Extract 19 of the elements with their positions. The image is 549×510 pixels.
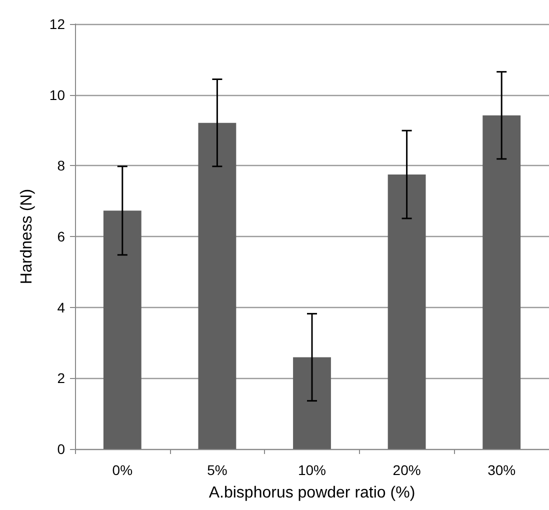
y-tick-label: 8	[57, 158, 66, 174]
y-tick-label: 6	[57, 228, 66, 244]
y-tick-label: 10	[49, 86, 66, 103]
bar	[293, 357, 331, 449]
bar	[198, 122, 236, 449]
bar	[103, 210, 142, 449]
y-tick-label: 0	[57, 441, 66, 457]
x-tick-label: 20%	[392, 462, 421, 478]
y-tick-label: 4	[57, 299, 66, 316]
y-tick-label: 2	[57, 370, 66, 386]
bar	[388, 174, 426, 449]
y-tick-label: 12	[49, 16, 66, 32]
bar	[482, 115, 521, 449]
x-tick-label: 5%	[207, 462, 228, 478]
x-tick-label: 10%	[298, 462, 326, 478]
x-tick-label: 0%	[112, 462, 133, 478]
x-tick-label: 30%	[488, 462, 516, 478]
x-axis-title: A.bisphorus powder ratio (%)	[208, 484, 416, 502]
y-axis-title: Hardness (N)	[18, 188, 36, 284]
